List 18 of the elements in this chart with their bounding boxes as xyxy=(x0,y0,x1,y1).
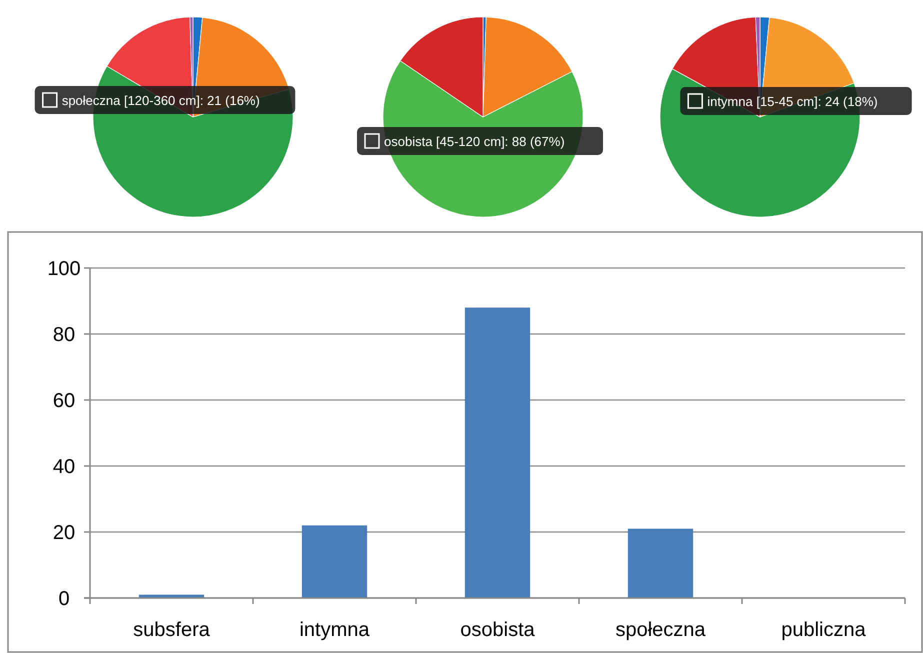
x-tick-label: społeczna xyxy=(615,619,706,641)
bar xyxy=(628,528,694,598)
x-tick-label: osobista xyxy=(460,619,536,641)
bar xyxy=(138,594,204,598)
text: społeczna [120-360 cm]: 21 (16%) xyxy=(62,93,260,108)
x-tick-label: subsfera xyxy=(133,619,211,641)
text: intymna [15-45 cm]: 24 (18%) xyxy=(707,94,878,109)
bar xyxy=(302,525,368,598)
y-tick-label: 60 xyxy=(52,390,76,412)
y-tick-label: 0 xyxy=(58,588,70,610)
y-tick-label: 20 xyxy=(52,522,76,544)
y-tick-label: 40 xyxy=(52,456,76,478)
x-tick-label: publiczna xyxy=(781,619,867,641)
bar xyxy=(464,308,530,598)
text: osobista [45-120 cm]: 88 (67%) xyxy=(384,134,565,149)
x-tick-label: intymna xyxy=(299,619,370,641)
y-tick-label: 80 xyxy=(52,324,76,346)
y-tick-label: 100 xyxy=(47,258,81,280)
